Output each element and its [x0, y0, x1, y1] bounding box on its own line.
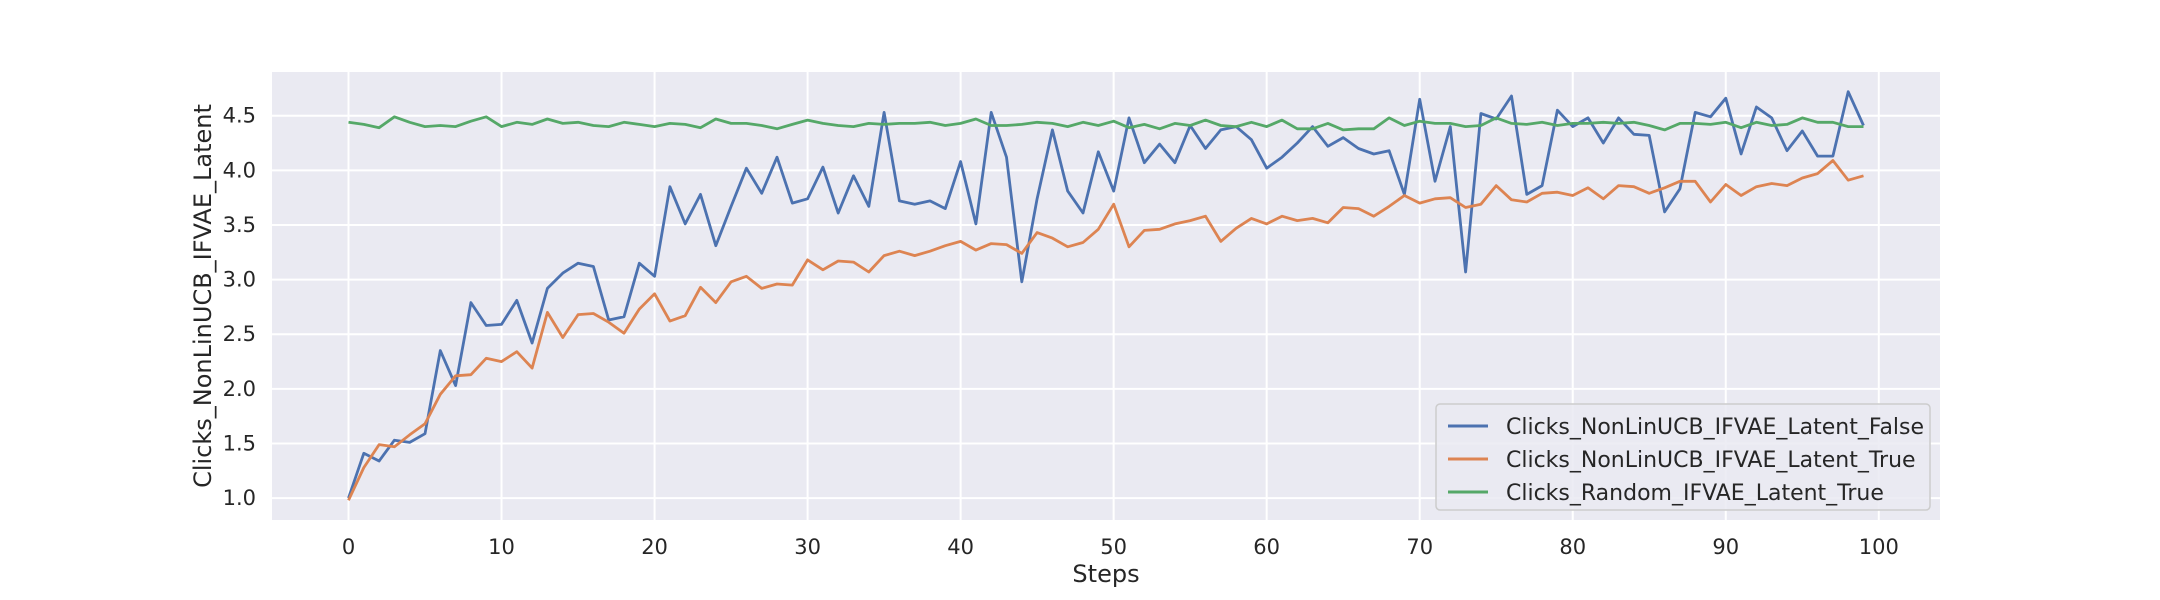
y-tick-label: 2.0 [223, 377, 256, 401]
y-tick-label: 4.5 [223, 104, 256, 128]
series-lines [347, 90, 1865, 501]
x-tick-label: 60 [1253, 535, 1280, 559]
series-line-1 [347, 90, 1865, 499]
x-tick-label: 80 [1559, 535, 1586, 559]
x-tick-label: 40 [947, 535, 974, 559]
legend-label: Clicks_Random_IFVAE_Latent_True [1506, 481, 1884, 506]
y-tick-label: 1.0 [223, 486, 256, 510]
legend-label: Clicks_NonLinUCB_IFVAE_Latent_True [1506, 448, 1916, 473]
x-tick-label: 70 [1406, 535, 1433, 559]
y-tick-label: 3.0 [223, 268, 256, 292]
x-tick-label: 20 [641, 535, 668, 559]
x-tick-label: 50 [1100, 535, 1127, 559]
x-tick-label: 100 [1859, 535, 1899, 559]
x-axis-label: Steps [1072, 560, 1139, 588]
y-tick-label: 4.0 [223, 158, 256, 182]
y-axis-ticks: 1.0 1.5 2.0 2.5 3.0 3.5 4.0 4.5 [223, 104, 256, 510]
x-tick-label: 10 [488, 535, 515, 559]
x-axis-ticks: 0 10 20 30 40 50 60 70 80 90 100 [342, 535, 1899, 559]
series-line-3 [348, 115, 1864, 132]
x-tick-label: 30 [794, 535, 821, 559]
x-tick-label: 90 [1712, 535, 1739, 559]
series-line-2 [347, 159, 1864, 501]
legend-label: Clicks_NonLinUCB_IFVAE_Latent_False [1506, 415, 1924, 440]
x-tick-label: 0 [342, 535, 355, 559]
y-tick-label: 3.5 [223, 213, 256, 237]
legend-box [1435, 403, 1931, 511]
y-tick-label: 2.5 [223, 322, 256, 346]
legend: Clicks_NonLinUCB_IFVAE_Latent_False Click… [1435, 403, 1931, 511]
y-axis-label: Clicks_NonLinUCB_IFVAE_Latent [189, 104, 217, 488]
y-tick-label: 1.5 [223, 432, 256, 456]
